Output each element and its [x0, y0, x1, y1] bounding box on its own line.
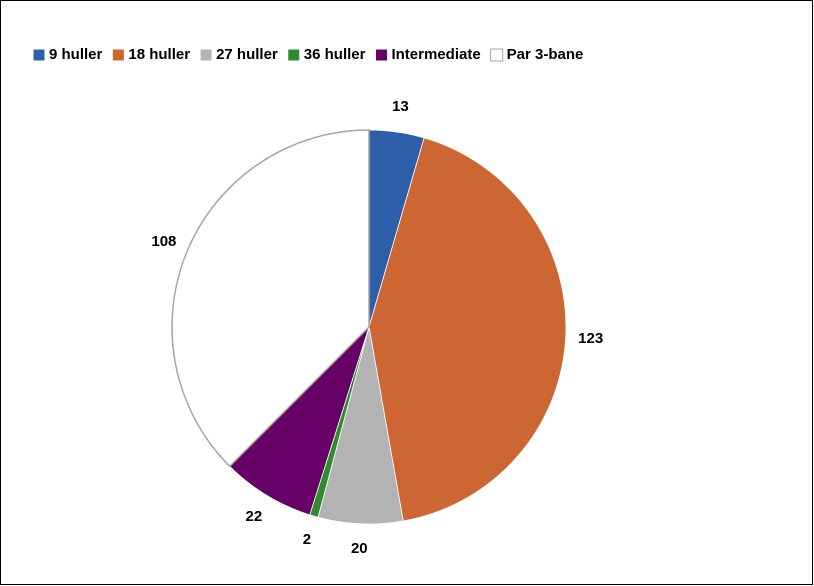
legend-label: 18 huller — [128, 46, 190, 63]
pie-slice — [171, 129, 370, 468]
legend-label: Intermediate — [391, 46, 480, 63]
pie-slice — [229, 326, 370, 516]
legend-swatch — [32, 48, 46, 62]
legend-label: Par 3-bane — [507, 46, 584, 63]
legend-swatch — [287, 48, 301, 62]
pie-slice — [368, 137, 567, 522]
data-label: 123 — [578, 330, 603, 347]
data-label: 20 — [351, 540, 368, 557]
legend-label: 27 huller — [216, 46, 278, 63]
legend-swatch — [111, 48, 125, 62]
legend-swatch — [490, 48, 504, 62]
data-label: 13 — [392, 98, 409, 115]
data-label: 108 — [151, 233, 176, 250]
legend-swatch — [199, 48, 213, 62]
data-label: 2 — [303, 531, 311, 548]
legend-label: 9 huller — [49, 46, 103, 63]
data-label: 22 — [245, 508, 262, 525]
legend-label: 36 huller — [304, 46, 366, 63]
legend-swatch — [374, 48, 388, 62]
